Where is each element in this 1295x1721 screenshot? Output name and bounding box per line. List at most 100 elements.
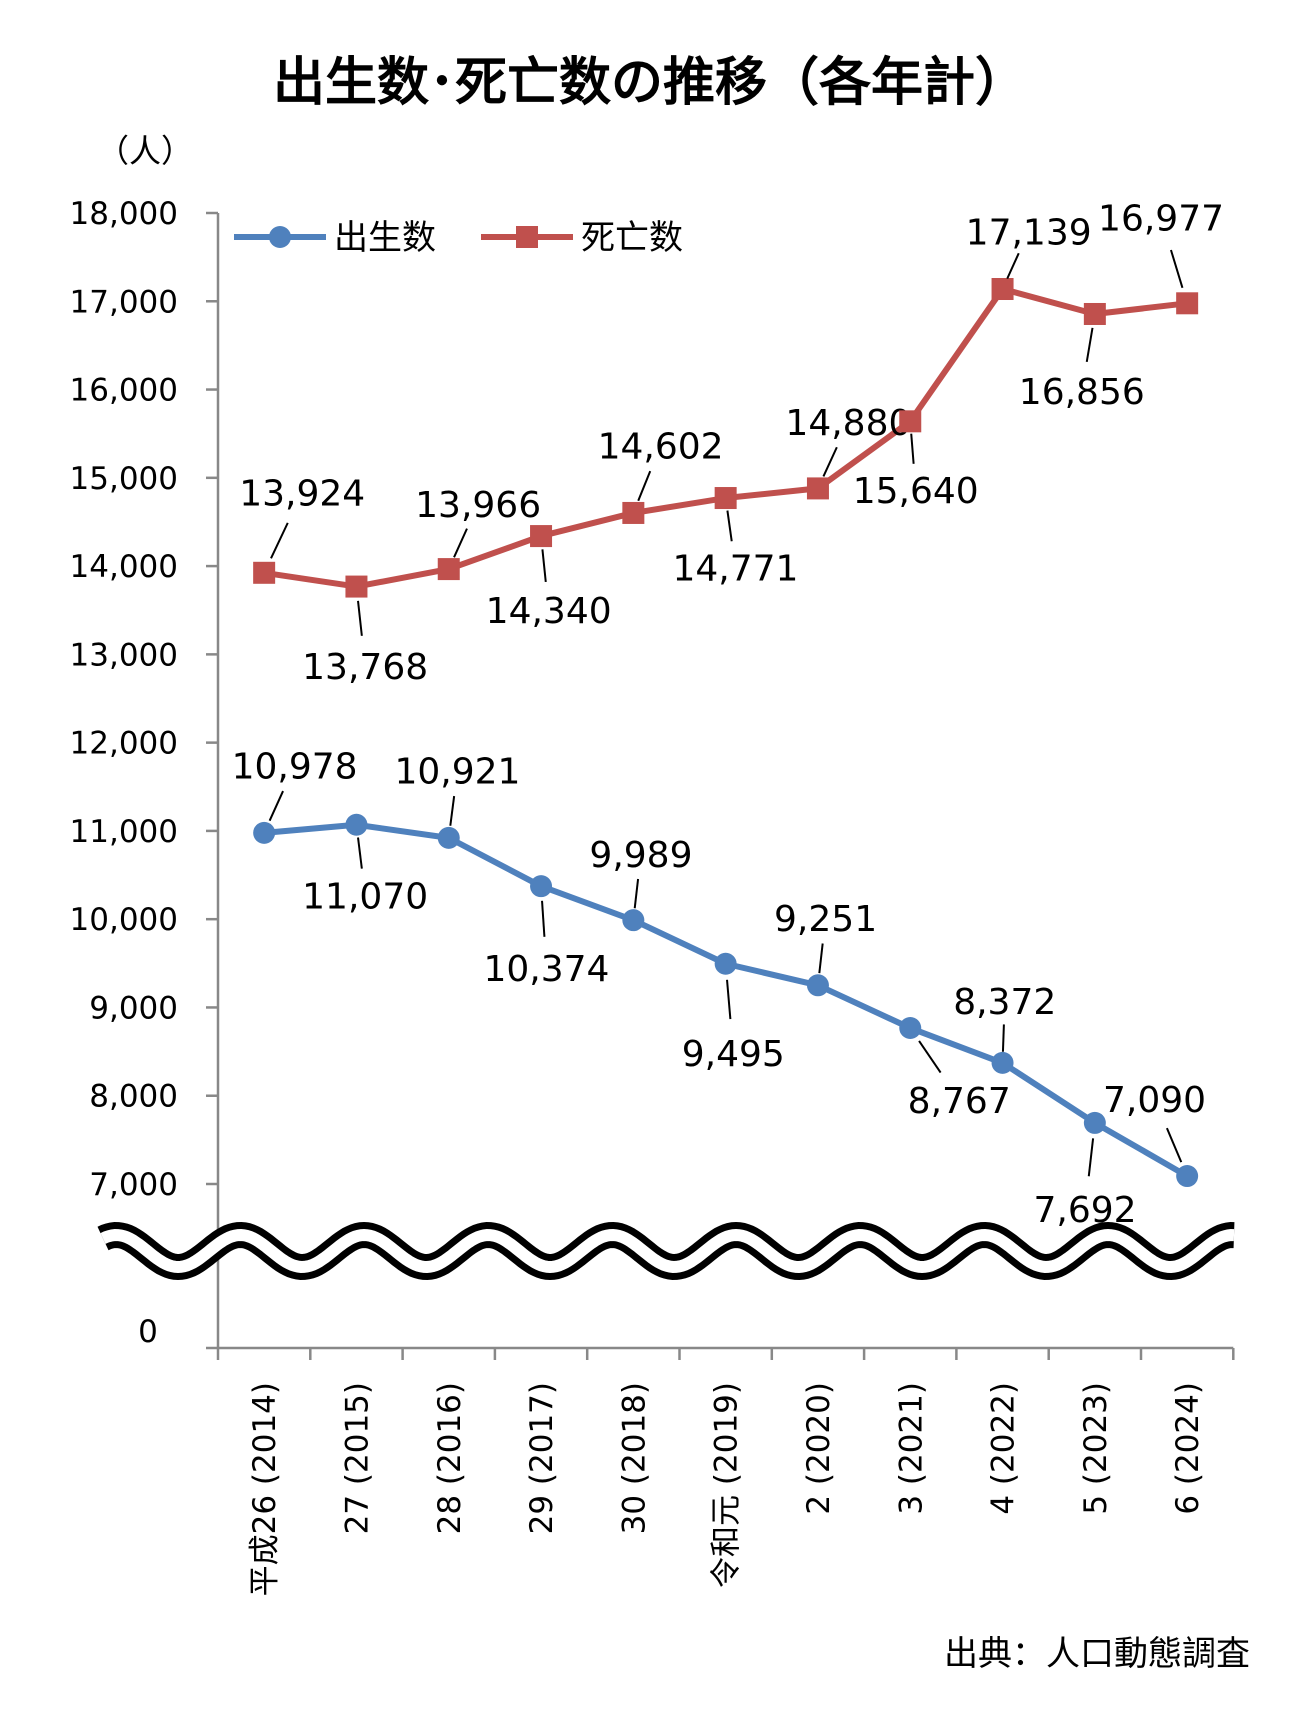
data-point bbox=[253, 561, 276, 584]
x-tick-label: 27 (2015) bbox=[339, 1382, 375, 1534]
y-axis-unit: （人） bbox=[97, 132, 193, 170]
y-tick-label: 9,000 bbox=[89, 990, 178, 1026]
y-tick-label: 7,000 bbox=[89, 1167, 178, 1203]
data-label: 10,374 bbox=[484, 949, 610, 990]
data-label: 14,880 bbox=[785, 403, 911, 444]
x-tick-label: 3 (2021) bbox=[893, 1382, 929, 1515]
data-point bbox=[437, 826, 460, 849]
leader-line bbox=[1170, 249, 1184, 289]
legend-label: 死亡数 bbox=[581, 218, 683, 258]
legend-label: 出生数 bbox=[334, 218, 436, 258]
y-tick-label: 15,000 bbox=[70, 461, 178, 497]
data-point bbox=[991, 278, 1014, 301]
leader-line bbox=[818, 943, 824, 974]
data-label: 14,602 bbox=[598, 426, 724, 467]
leader-line bbox=[1165, 1127, 1183, 1163]
data-label: 8,767 bbox=[908, 1081, 1011, 1122]
data-label: 9,989 bbox=[589, 835, 692, 876]
x-tick-label: 5 (2023) bbox=[1078, 1382, 1114, 1515]
leader-line bbox=[357, 600, 363, 636]
data-point bbox=[1083, 1111, 1106, 1134]
data-label: 10,978 bbox=[232, 746, 358, 787]
data-point bbox=[1176, 292, 1199, 315]
x-tick-label: 28 (2016) bbox=[432, 1382, 468, 1534]
x-tick-label: 29 (2017) bbox=[524, 1382, 560, 1534]
data-label: 16,977 bbox=[1098, 198, 1224, 239]
data-label: 14,771 bbox=[672, 549, 798, 590]
series-deaths: 13,924 13,768 13,966 14,340 14,602 14,771 14,8… bbox=[239, 198, 1224, 688]
data-point bbox=[622, 909, 645, 932]
data-point bbox=[899, 1017, 922, 1040]
y-tick-label: 13,000 bbox=[70, 637, 178, 673]
source-note: 出典：人口動態調査 bbox=[944, 1634, 1250, 1674]
x-tick-label: 平成26 (2014) bbox=[247, 1382, 283, 1596]
data-point bbox=[1176, 1165, 1199, 1188]
data-label: 14,340 bbox=[486, 591, 612, 632]
y-tick-label: 16,000 bbox=[70, 373, 178, 409]
x-tick-label: 4 (2022) bbox=[986, 1382, 1022, 1515]
leader-line bbox=[1087, 1138, 1095, 1177]
data-point bbox=[1083, 302, 1106, 325]
leader-line bbox=[726, 979, 732, 1020]
leader-line bbox=[910, 433, 915, 464]
data-label: 13,966 bbox=[415, 485, 541, 526]
data-label: 13,768 bbox=[302, 647, 428, 688]
y-tick-label: 8,000 bbox=[89, 1079, 178, 1115]
series-line bbox=[263, 286, 1188, 590]
data-point bbox=[437, 558, 460, 581]
y-tick-label: 10,000 bbox=[70, 902, 178, 938]
y-tick-label-zero: 0 bbox=[138, 1314, 158, 1350]
y-tick-label: 14,000 bbox=[70, 549, 178, 585]
leader-line bbox=[1006, 252, 1020, 280]
x-tick-label: 6 (2024) bbox=[1170, 1382, 1206, 1515]
data-label: 16,856 bbox=[1019, 372, 1145, 413]
leader-line bbox=[541, 900, 546, 937]
y-tick-label: 18,000 bbox=[70, 196, 178, 232]
series-births: 10,978 11,070 10,921 10,374 9,989 9,495 9,251 8… bbox=[232, 746, 1206, 1230]
x-tick-label: 30 (2018) bbox=[616, 1382, 652, 1534]
leader-line bbox=[270, 522, 289, 559]
leader-line bbox=[822, 446, 838, 477]
leader-line bbox=[918, 1040, 942, 1074]
data-label: 7,090 bbox=[1103, 1080, 1206, 1121]
data-label: 13,924 bbox=[239, 473, 365, 514]
data-point bbox=[345, 575, 368, 598]
data-label: 17,139 bbox=[966, 212, 1092, 253]
y-tick-label: 11,000 bbox=[70, 814, 178, 850]
data-point bbox=[991, 1051, 1014, 1074]
leader-line bbox=[1085, 327, 1094, 363]
data-label: 7,692 bbox=[1034, 1190, 1137, 1231]
data-point bbox=[714, 952, 737, 975]
x-tick-label: 2 (2020) bbox=[801, 1382, 837, 1515]
data-label: 15,640 bbox=[853, 471, 979, 512]
leader-line bbox=[453, 528, 468, 558]
data-point bbox=[806, 974, 829, 997]
leader-line bbox=[268, 790, 284, 822]
leader-line bbox=[541, 549, 547, 583]
data-label: 11,070 bbox=[302, 876, 428, 917]
data-point bbox=[345, 813, 368, 836]
leader-line bbox=[633, 878, 640, 909]
data-point bbox=[253, 821, 276, 844]
leader-line bbox=[1001, 1024, 1005, 1052]
data-label: 9,251 bbox=[774, 899, 877, 940]
legend-marker bbox=[269, 226, 291, 248]
axis-break-wave-inner bbox=[100, 1228, 1235, 1274]
data-point bbox=[530, 525, 553, 548]
data-point bbox=[899, 410, 922, 433]
data-point bbox=[714, 487, 737, 510]
chart-title: 出生数･死亡数の推移（各年計） bbox=[273, 53, 1027, 113]
y-tick-label: 12,000 bbox=[70, 726, 178, 762]
x-tick-label: 令和元 (2019) bbox=[709, 1382, 745, 1588]
leader-line bbox=[357, 837, 363, 869]
leader-line bbox=[726, 510, 733, 542]
data-point bbox=[622, 501, 645, 524]
y-tick-label: 17,000 bbox=[70, 284, 178, 320]
leader-line bbox=[449, 795, 456, 826]
legend-marker bbox=[516, 226, 538, 248]
data-point bbox=[530, 875, 553, 898]
data-point bbox=[806, 477, 829, 500]
leader-line bbox=[637, 470, 652, 502]
data-label: 10,921 bbox=[394, 751, 520, 792]
